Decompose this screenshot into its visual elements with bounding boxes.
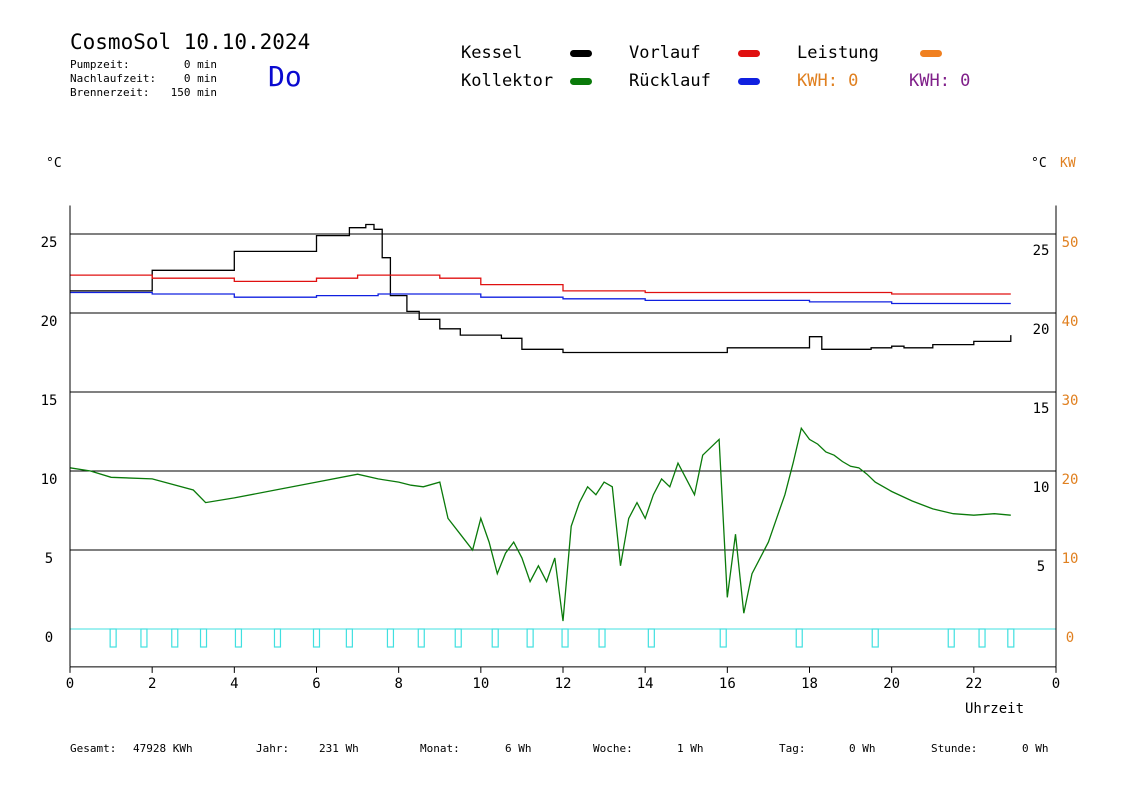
weekday-label: Do (268, 60, 302, 93)
footer-month-value: 6 Wh (505, 742, 532, 755)
x-tick-label: 10 (472, 676, 489, 692)
right-unit-kw: KW (1060, 156, 1076, 171)
x-tick-label: 14 (637, 676, 654, 692)
x-tick-label: 2 (148, 676, 156, 692)
footer-year-value: 231 Wh (319, 742, 359, 755)
y-tick-label-left: 0 (45, 630, 53, 646)
footer-month-label: Monat: (420, 742, 460, 755)
pump-marker (140, 628, 148, 648)
pump-marker (795, 628, 803, 648)
pump-marker (171, 628, 179, 648)
y-tick-label-right-kw: 10 (1062, 551, 1079, 567)
x-tick-label: 8 (394, 676, 402, 692)
pump-time-value: 0 min (183, 58, 217, 71)
footer-week-label: Woche: (593, 742, 633, 755)
legend-ruecklauf-label: Rücklauf (629, 71, 711, 91)
legend-kwh-orange: KWH: 0 (797, 71, 859, 91)
footer-hour-label: Stunde: (931, 742, 978, 755)
legend-vorlauf-label: Vorlauf (629, 43, 701, 63)
pump-marker (454, 628, 462, 648)
series-line-rcklauf (70, 291, 1011, 305)
x-tick-label: 6 (312, 676, 320, 692)
footer-day-value: 0 Wh (849, 742, 876, 755)
legend-ruecklauf-swatch (738, 78, 760, 85)
footer-week-value: 1 Wh (677, 742, 704, 755)
burner-time-value: 150 min (170, 86, 217, 99)
pump-marker (598, 628, 606, 648)
y-tick-label-right-c: 25 (1033, 243, 1050, 259)
x-tick-label: 16 (719, 676, 736, 692)
series-line-kessel (70, 223, 1012, 354)
legend-kessel-label: Kessel (461, 43, 523, 63)
footer-hour-value: 0 Wh (1022, 742, 1049, 755)
series-line-vorlauf (70, 274, 1011, 295)
y-tick-label-right-c: 10 (1033, 480, 1050, 496)
y-tick-label-right-c: 20 (1033, 322, 1050, 338)
series-line-kollektor (69, 426, 1011, 622)
pump-marker (199, 628, 208, 648)
pump-marker (526, 628, 534, 648)
right-unit-celsius: °C (1031, 156, 1047, 171)
footer-day-label: Tag: (779, 742, 806, 755)
pump-marker (273, 628, 282, 648)
y-tick-label-right-c: 15 (1033, 401, 1050, 417)
y-tick-label-right-c: 5 (1037, 559, 1045, 575)
legend-vorlauf-swatch (738, 50, 760, 57)
pump-marker (719, 628, 727, 648)
legend-leistung-swatch (920, 50, 942, 57)
legend-kollektor-swatch (570, 78, 592, 85)
footer-total-label: Gesamt: (70, 742, 117, 755)
x-tick-label: 4 (230, 676, 238, 692)
y-tick-label-left: 15 (41, 393, 58, 409)
x-tick-label: 20 (883, 676, 900, 692)
pump-time-label: Pumpzeit: (70, 58, 130, 71)
x-tick-label: 18 (801, 676, 818, 692)
pump-marker (312, 628, 321, 648)
pump-marker (345, 628, 353, 648)
burner-time-label: Brennerzeit: (70, 86, 150, 99)
pump-marker (1007, 628, 1015, 648)
legend-leistung-label: Leistung (797, 43, 879, 63)
pump-marker (491, 628, 499, 648)
pump-marker (871, 628, 879, 648)
y-tick-label-left: 25 (41, 235, 58, 251)
x-tick-label: 22 (965, 676, 982, 692)
y-tick-label-left: 20 (41, 314, 58, 330)
runon-time-value: 0 min (183, 72, 217, 85)
y-tick-label-right-kw: 20 (1062, 472, 1079, 488)
y-tick-label-left: 10 (41, 472, 58, 488)
runon-time-label: Nachlaufzeit: (70, 72, 157, 85)
legend-kollektor-label: Kollektor (461, 71, 554, 91)
y-tick-label-right-kw: 30 (1062, 393, 1079, 409)
pump-marker (561, 628, 569, 648)
y-tick-label-right-kw: 50 (1062, 235, 1079, 251)
pump-marker (947, 628, 955, 648)
footer-year-label: Jahr: (256, 742, 290, 755)
x-tick-label: 0 (66, 676, 74, 692)
pump-marker (109, 628, 117, 648)
footer-total-value: 47928 KWh (133, 742, 193, 755)
x-tick-label: 12 (555, 676, 572, 692)
page-title: CosmoSol 10.10.2024 (70, 30, 311, 54)
legend-kessel-swatch (570, 50, 592, 57)
pump-marker (647, 628, 655, 648)
left-unit-label: °C (46, 156, 62, 171)
y-tick-label-left: 5 (45, 551, 53, 567)
y-tick-label-right-kw: 40 (1062, 314, 1079, 330)
pump-marker (417, 628, 425, 648)
legend-kwh-purple: KWH: 0 (909, 71, 971, 91)
pump-marker (234, 628, 243, 648)
x-axis-label: Uhrzeit (965, 701, 1025, 717)
y-tick-label-right-kw: 0 (1066, 630, 1074, 646)
x-tick-label: 0 (1052, 676, 1060, 692)
pump-marker (978, 628, 986, 648)
pump-marker (386, 628, 395, 648)
